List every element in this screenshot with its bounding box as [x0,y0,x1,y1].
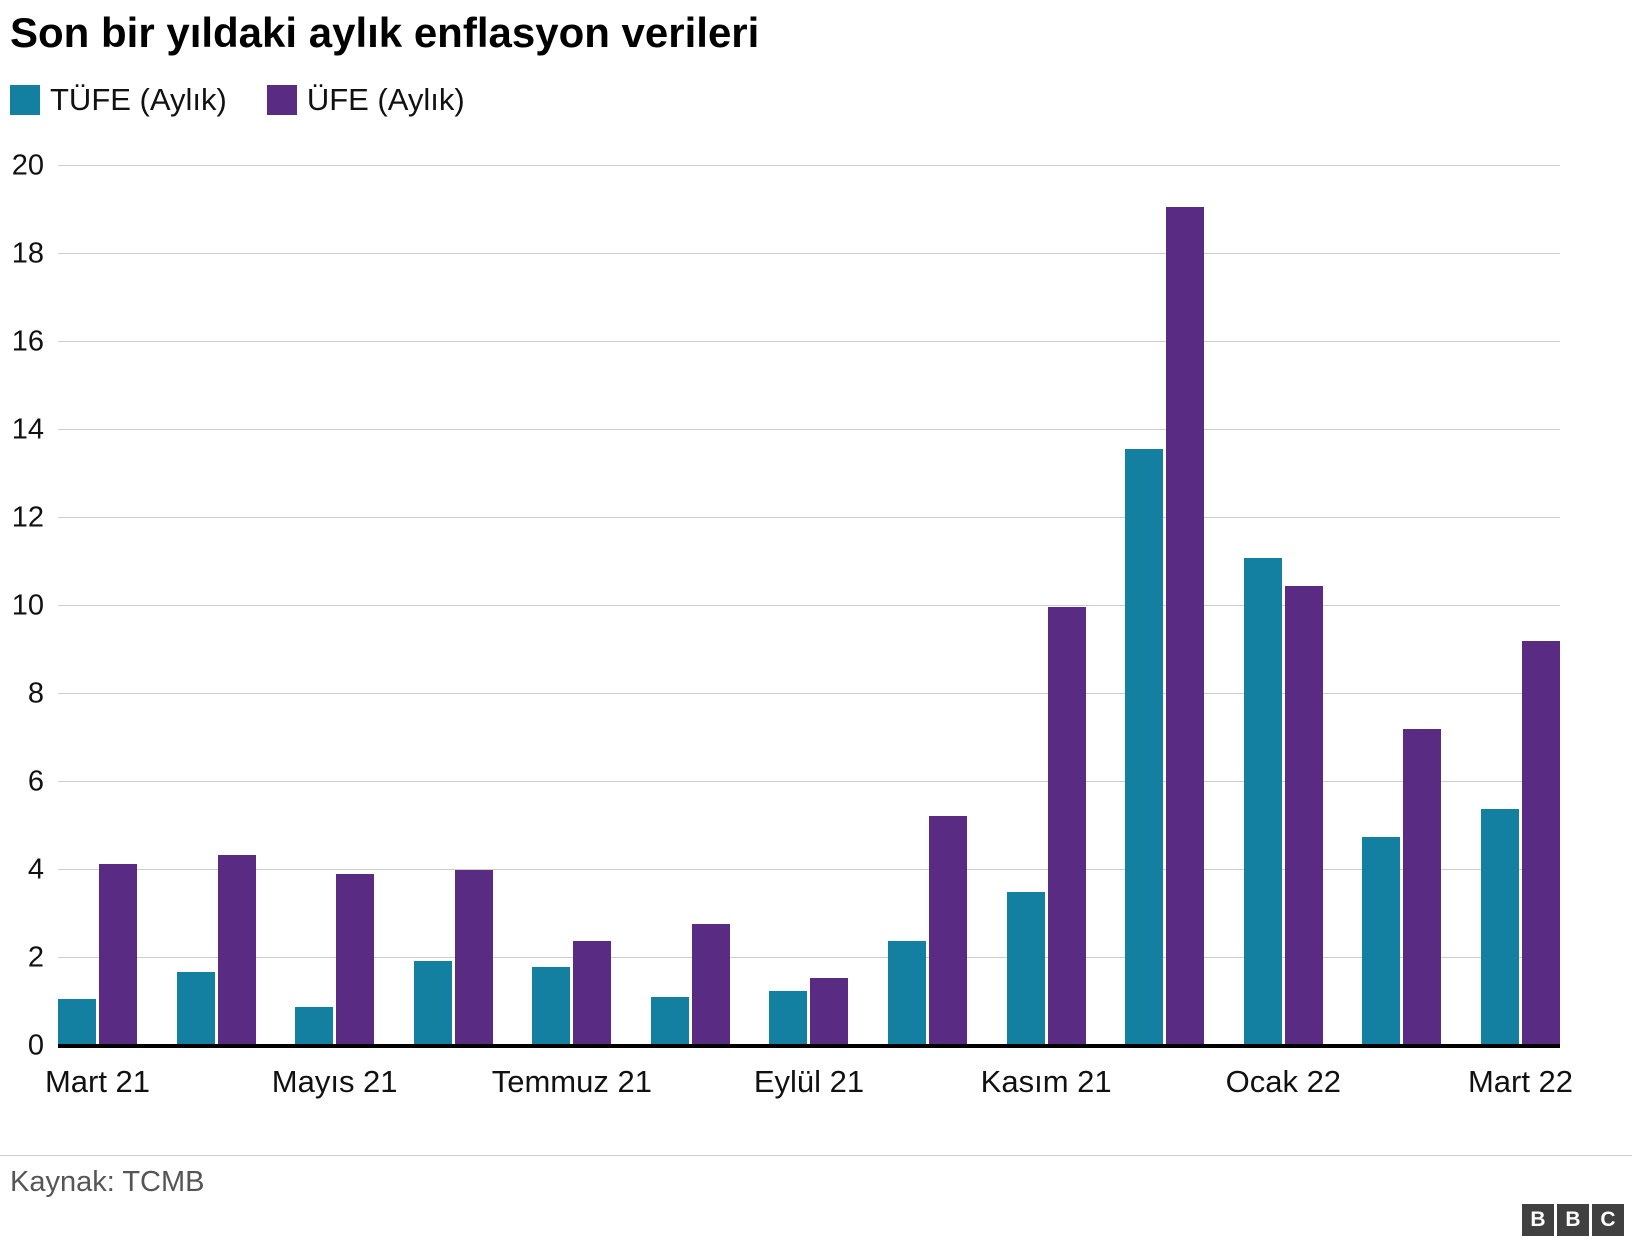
x-tick-label: Mart 21 [44,1064,151,1100]
bar [650,996,689,1047]
y-tick-label: 2 [27,941,44,974]
bar [1125,448,1164,1047]
y-tick-label: 8 [27,677,44,710]
bar [1480,808,1519,1047]
x-tick-label: Eylül 21 [753,1064,865,1100]
x-tick-label: Mayıs 21 [271,1064,398,1100]
bar [1362,837,1401,1047]
bar [454,870,493,1047]
gridline [58,781,1560,783]
bar [691,924,730,1047]
bar [217,855,256,1047]
gridline [58,165,1560,167]
y-tick-label: 6 [27,765,44,798]
gridline [58,517,1560,519]
legend-swatch [266,85,297,116]
legend: TÜFE (Aylık) ÜFE (Aylık) [10,82,1632,118]
bar [1284,586,1323,1047]
y-tick-label: 18 [11,237,44,270]
y-tick-label: 16 [11,325,44,358]
gridline [58,693,1560,695]
bar-group-9 [1125,166,1205,1047]
x-axis-labels: Mart 21 Mayıs 21 Temmuz 21 Eylül 21 Kasım 21… [45,1046,1573,1112]
bar-group-5 [650,166,730,1047]
x-tick-label: Kasım 21 [980,1064,1112,1100]
bar [1006,891,1045,1047]
gridline [58,869,1560,871]
y-tick-label: 4 [27,853,44,886]
bbc-logo-letter: C [1592,1204,1624,1236]
bar [58,998,96,1047]
bbc-logo-letter: B [1557,1204,1589,1236]
bar [888,941,927,1047]
bar [929,815,968,1047]
y-tick-label: 12 [11,501,44,534]
y-tick-label: 20 [11,149,44,182]
legend-swatch [10,85,40,116]
legend-item-1: ÜFE (Aylık) [266,82,465,118]
bar [176,972,215,1047]
plot-area: 0 2 4 6 8 10 12 14 16 18 20 [12,151,1560,1060]
chart-title: Son bir yıldaki aylık enflasyon verileri [10,9,760,56]
chart-area: 0 2 4 6 8 10 12 14 16 18 20 Mart 21 Mayıs 21 Temmuz … [12,151,1573,1112]
bar-group-0 [58,166,137,1047]
bar-group-8 [1006,166,1086,1047]
gridline [58,605,1560,607]
legend-label: TÜFE (Aylık) [50,82,227,118]
bar [336,873,375,1047]
y-tick-label: 0 [27,1029,44,1062]
gridline [58,253,1560,255]
bar [295,1007,334,1047]
bbc-logo-letter: B [1522,1204,1554,1236]
bar [1166,206,1205,1047]
bar [769,991,808,1047]
bar [810,978,849,1047]
gridline [58,429,1560,431]
bar [1047,606,1086,1047]
bar-group-3 [413,166,493,1047]
bar-group-12 [1480,166,1560,1047]
y-tick-label: 14 [11,413,44,446]
bar-group-6 [769,166,849,1047]
bar [1403,728,1442,1047]
bar-group-7 [888,166,968,1047]
bar [1243,557,1282,1047]
y-tick-label: 10 [11,589,44,622]
bar-group-10 [1243,166,1323,1047]
bar-series [58,166,1560,1047]
bar-group-2 [295,166,375,1047]
bar-group-11 [1362,166,1442,1047]
bar [1521,641,1560,1047]
bar-group-1 [176,166,256,1047]
x-tick-label: Temmuz 21 [491,1064,652,1100]
bar-group-4 [532,166,612,1047]
gridline [58,957,1560,959]
x-tick-label: Ocak 22 [1225,1064,1342,1100]
gridline [58,341,1560,343]
x-axis-line [58,1044,1560,1049]
x-tick-label: Mart 22 [1467,1064,1574,1100]
bar [99,864,137,1047]
bar [573,940,612,1047]
bar [532,967,571,1047]
source-label: Kaynak: TCMB [10,1166,205,1198]
legend-label: ÜFE (Aylık) [306,82,465,118]
bar [413,960,452,1047]
legend-item-0: TÜFE (Aylık) [10,82,227,118]
